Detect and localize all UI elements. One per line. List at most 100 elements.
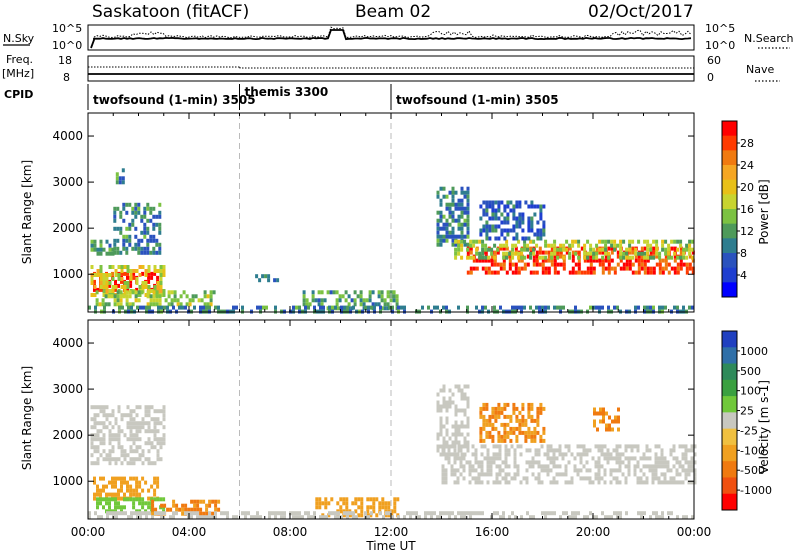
nsky-panel-frame <box>87 24 695 51</box>
scatter-region <box>479 200 546 241</box>
beam-title: Beam 02 <box>355 2 431 22</box>
colorbar-swatch <box>722 135 737 151</box>
nsearch-tick-high: 10^5 <box>705 22 735 35</box>
date-title: 02/Oct/2017 <box>588 2 694 22</box>
freq-tick-low: 8 <box>63 71 70 84</box>
x-tick-label: 08:00 <box>273 525 308 539</box>
colorbar-swatch <box>722 121 737 137</box>
nsky-tick-high: 10^5 <box>52 22 82 35</box>
colorbar-tick-label: 25 <box>740 405 754 418</box>
colorbar-swatch <box>722 267 737 283</box>
colorbar-swatch <box>722 477 737 495</box>
colorbar-tick-label: 500 <box>740 365 761 378</box>
scatter-region <box>479 402 546 443</box>
velocity-ylabel: Slant Range [km] <box>20 366 34 470</box>
cpid-segment-label: twofsound (1-min) 3505 <box>396 93 559 107</box>
x-axis-label: Time UT <box>365 539 416 553</box>
velocity-panel: 1000 2000 3000 4000 <box>52 319 697 520</box>
colorbar-tick-label: -1000 <box>740 484 772 497</box>
colorbar-tick-label: 16 <box>740 203 754 216</box>
cpid-segment-label: themis 3300 <box>245 85 329 99</box>
nsky-tick-low: 10^0 <box>52 39 82 52</box>
colorbar-swatch <box>722 194 737 210</box>
velocity-colorbar: 1000 500 100 25 -25 -100 -500 -1000 <box>721 330 772 511</box>
colorbar-swatch <box>722 253 737 269</box>
colorbar-tick-label: 28 <box>740 137 754 150</box>
freq-unit-label: [MHz] <box>2 67 34 80</box>
power-colorbar: 28 24 20 16 12 8 4 <box>721 120 754 298</box>
y-tick-label: 3000 <box>52 175 83 189</box>
colorbar-tick-label: -100 <box>740 444 765 457</box>
colorbar-swatch <box>722 331 737 348</box>
scatter-region <box>95 290 216 307</box>
x-tick-label: 12:00 <box>374 525 409 539</box>
colorbar-swatch <box>722 238 737 254</box>
freq-label: Freq. <box>6 53 33 66</box>
colorbar-swatch <box>722 412 737 430</box>
colorbar-swatch <box>722 209 737 225</box>
scatter-region <box>90 405 166 466</box>
y-tick-label: 3000 <box>52 382 83 396</box>
nave-label: Nave <box>746 63 774 76</box>
nave-tick-low: 0 <box>707 71 714 84</box>
colorbar-swatch <box>722 461 737 478</box>
power-ylabel: Slant Range [km] <box>20 160 34 264</box>
scatter-region <box>454 239 695 260</box>
x-tick-label: 00:00 <box>71 525 106 539</box>
x-tick-label: 20:00 <box>576 525 611 539</box>
panel-background <box>88 113 694 312</box>
colorbar-frame <box>721 330 738 511</box>
velocity-colorbar-label: Velocity [m s-1] <box>757 380 771 474</box>
scatter-region <box>90 239 115 256</box>
scatter-region <box>115 168 125 185</box>
nsearch-series <box>93 26 692 39</box>
y-tick-label: 4000 <box>52 129 83 143</box>
cpid-segment-label: twofsound (1-min) 3505 <box>93 93 256 107</box>
scatter-region <box>441 444 697 485</box>
nsearch-tick-low: 10^0 <box>705 39 735 52</box>
y-tick-label: 1000 <box>52 474 83 488</box>
colorbar-tick-label: 100 <box>740 385 761 398</box>
y-tick-label: 4000 <box>52 336 83 350</box>
x-axis-ticks: 00:00 04:00 08:00 12:00 16:00 20:00 00:00 <box>71 525 712 539</box>
colorbar-tick-label: 12 <box>740 225 754 238</box>
x-tick-label: 16:00 <box>475 525 510 539</box>
colorbar-swatch <box>722 363 737 381</box>
nsky-label: N.Sky <box>3 32 35 45</box>
colorbar-swatch <box>722 428 737 446</box>
scatter-region <box>113 202 162 255</box>
freq-tick-high: 18 <box>58 54 72 67</box>
power-panel: 1000 2000 3000 4000 <box>52 112 695 314</box>
colorbar-tick-label: 8 <box>740 247 747 260</box>
colorbar-swatch <box>722 493 737 511</box>
scatter-region <box>593 407 620 432</box>
y-tick-label: 1000 <box>52 267 83 281</box>
colorbar-tick-label: 24 <box>740 159 754 172</box>
nave-series <box>88 66 694 69</box>
colorbar-tick-label: -25 <box>740 424 758 437</box>
colorbar-swatch <box>722 347 737 365</box>
scatter-region <box>255 274 280 283</box>
colorbar-swatch <box>722 150 737 166</box>
y-tick-label: 2000 <box>52 221 83 235</box>
colorbar-swatch <box>722 223 737 239</box>
nave-tick-high: 60 <box>707 54 721 67</box>
colorbar-tick-label: -500 <box>740 464 765 477</box>
cpid-label: CPID <box>4 88 33 101</box>
colorbar-swatch <box>722 396 737 413</box>
nsky-series <box>90 29 692 49</box>
power-colorbar-label: Power [dB] <box>757 179 771 244</box>
x-tick-label: 00:00 <box>677 525 712 539</box>
colorbar-swatch <box>722 179 737 195</box>
scatter-region <box>436 186 470 247</box>
x-tick-label: 04:00 <box>172 525 207 539</box>
colorbar-tick-label: 20 <box>740 181 754 194</box>
nsearch-label: N.Search <box>744 32 794 45</box>
colorbar-tick-label: 1000 <box>740 345 768 358</box>
scatter-region <box>88 511 694 520</box>
station-title: Saskatoon (fitACF) <box>92 2 249 22</box>
colorbar-swatch <box>722 444 737 462</box>
colorbar-swatch <box>722 165 737 181</box>
